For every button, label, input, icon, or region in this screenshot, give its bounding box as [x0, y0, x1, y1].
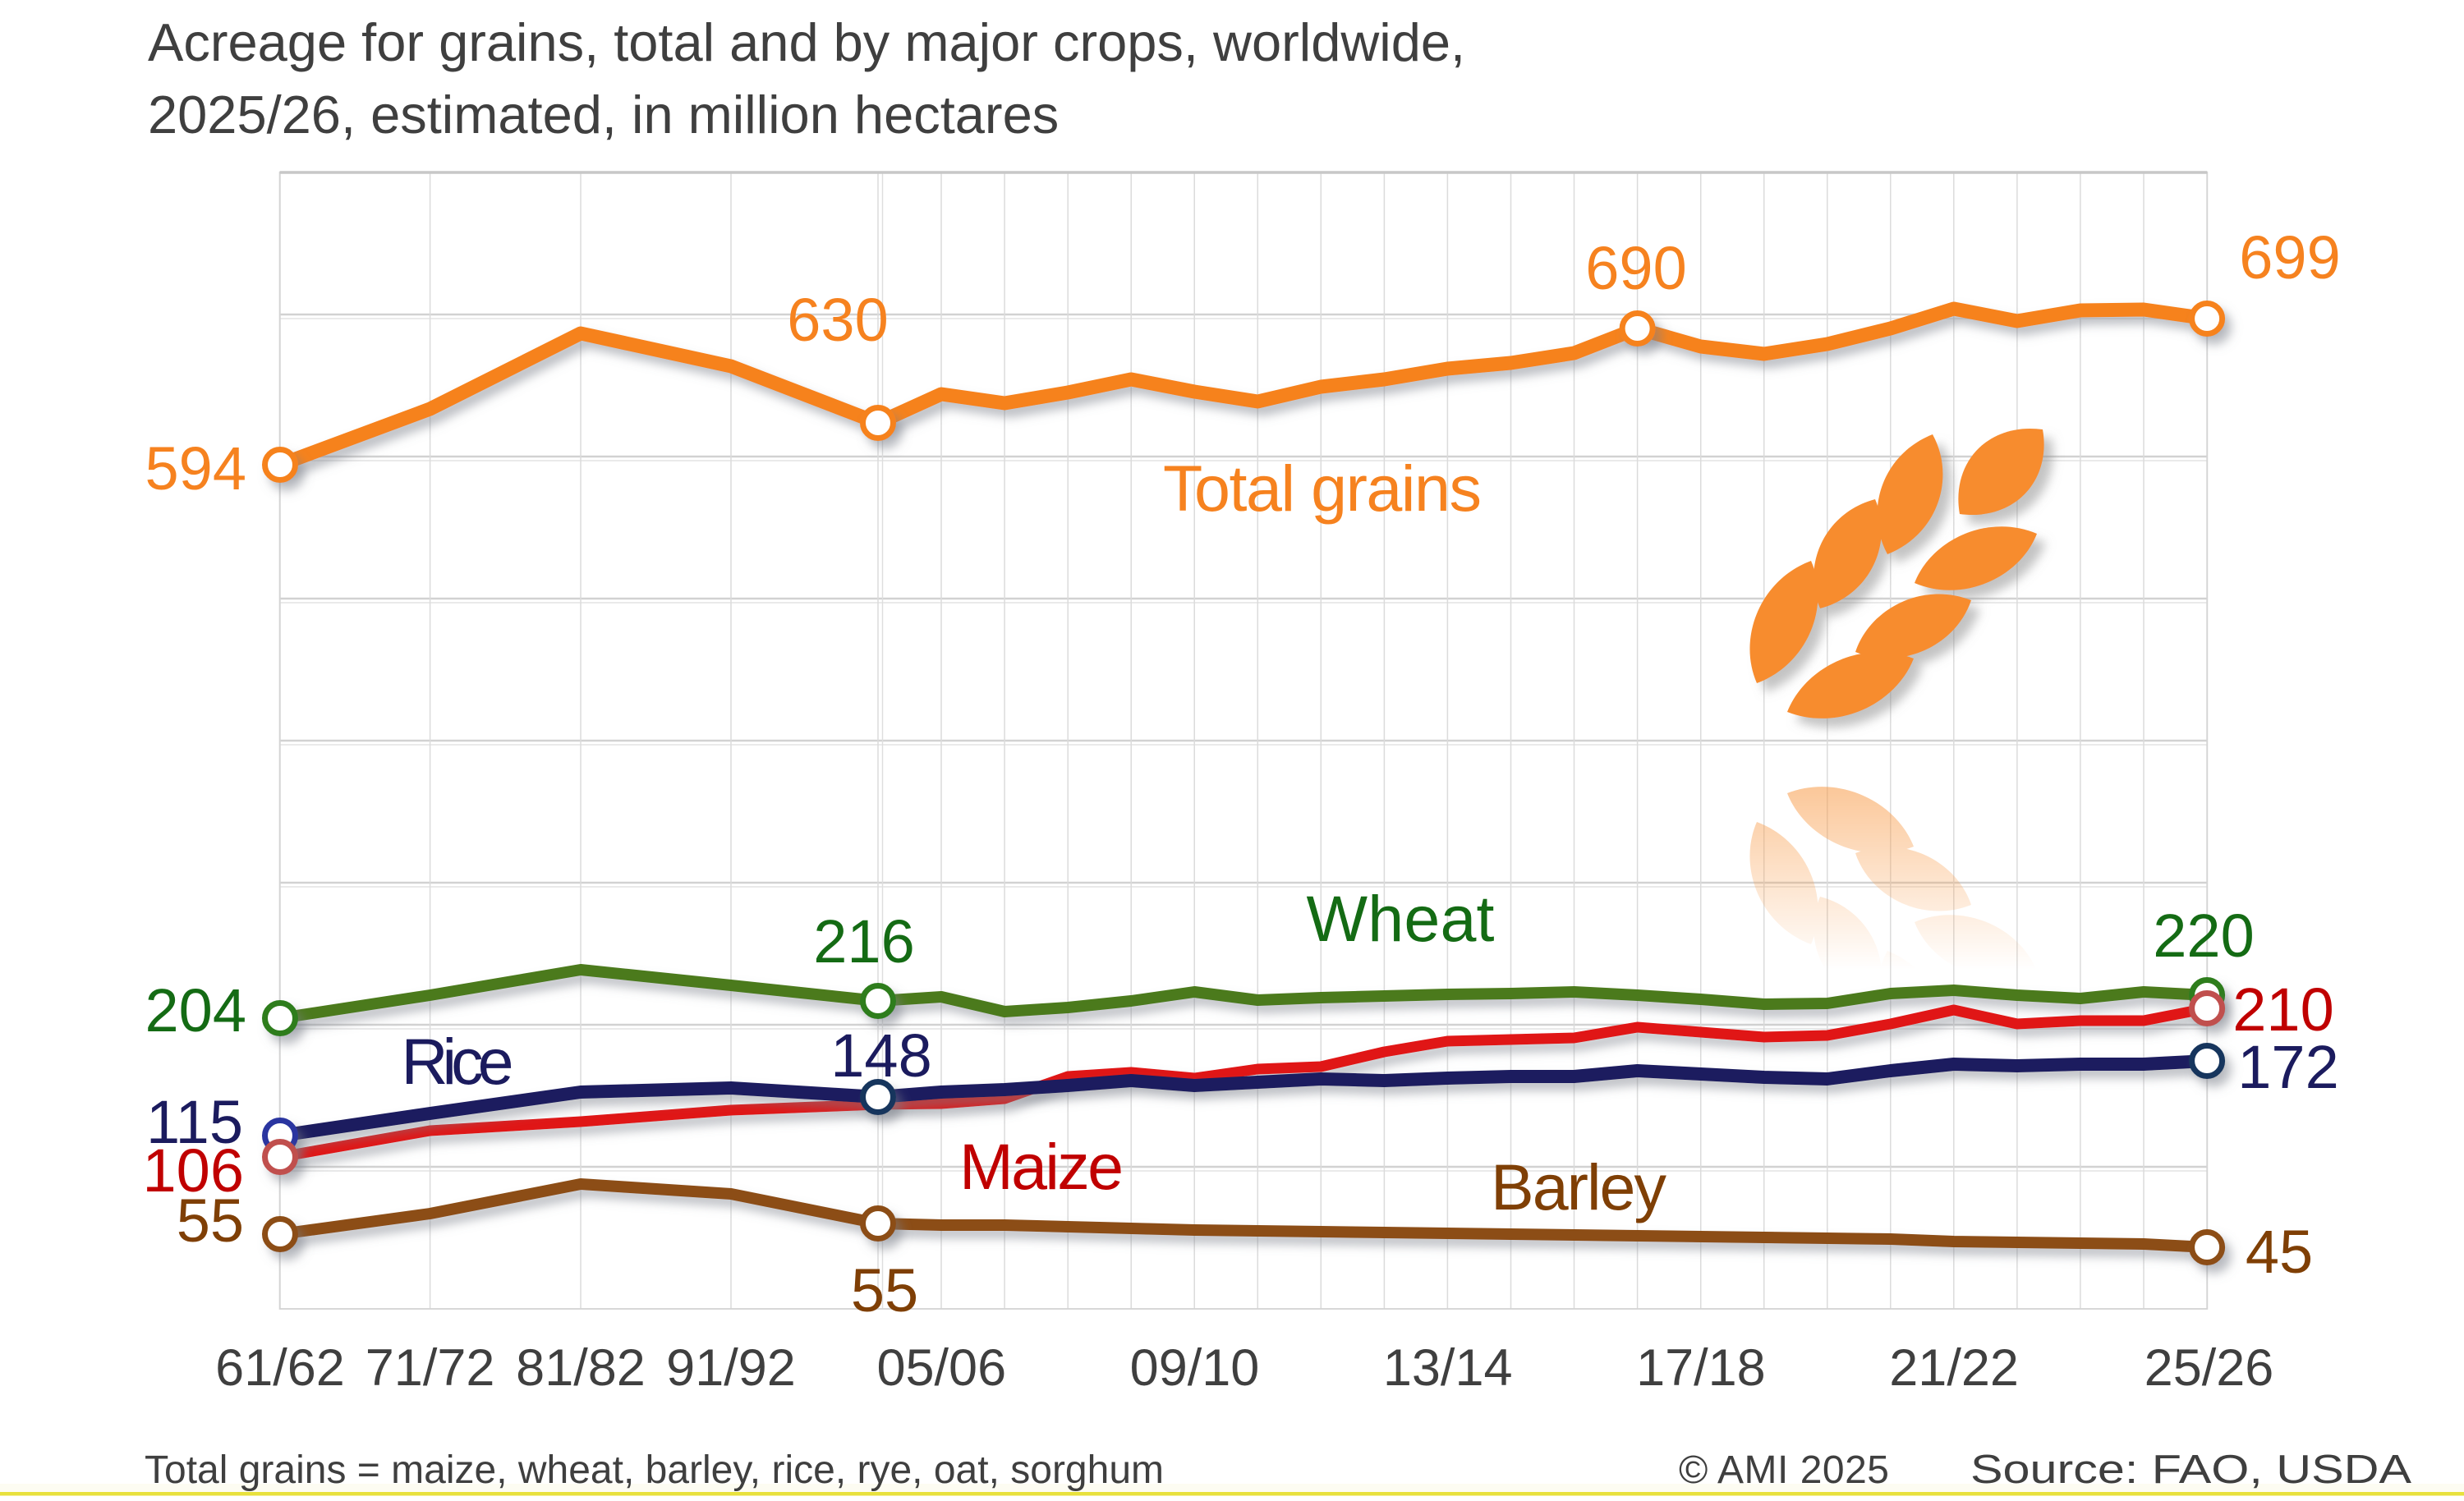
svg-text:09/10: 09/10: [1130, 1339, 1260, 1397]
svg-text:2025/26, estimated, in million: 2025/26, estimated, in million hectares: [148, 85, 1059, 145]
svg-text:148: 148: [830, 1021, 931, 1090]
svg-text:Wheat: Wheat: [1307, 882, 1495, 955]
svg-text:13/14: 13/14: [1383, 1339, 1513, 1397]
svg-text:21/22: 21/22: [1889, 1339, 2019, 1397]
svg-text:Source: FAO, USDA: Source: FAO, USDA: [1970, 1448, 2411, 1492]
svg-text:630: 630: [787, 286, 888, 354]
svg-text:61/62: 61/62: [215, 1339, 345, 1397]
svg-text:699: 699: [2239, 223, 2340, 291]
svg-text:Barley: Barley: [1491, 1150, 1667, 1223]
svg-text:Total grains = maize, wheat, b: Total grains = maize, wheat, barley, ric…: [145, 1448, 1164, 1492]
svg-text:594: 594: [145, 434, 246, 503]
svg-text:91/92: 91/92: [666, 1339, 796, 1397]
svg-text:55: 55: [177, 1187, 244, 1255]
svg-text:25/26: 25/26: [2145, 1339, 2274, 1397]
svg-text:81/82: 81/82: [516, 1339, 646, 1397]
svg-text:Total grains: Total grains: [1163, 452, 1482, 525]
svg-text:115: 115: [146, 1088, 243, 1156]
svg-text:Maize: Maize: [959, 1130, 1124, 1203]
svg-text:216: 216: [813, 907, 914, 975]
svg-text:05/06: 05/06: [876, 1339, 1006, 1397]
svg-text:45: 45: [2246, 1218, 2313, 1286]
svg-text:71/72: 71/72: [365, 1339, 495, 1397]
svg-text:106: 106: [143, 1136, 244, 1205]
svg-text:220: 220: [2153, 902, 2254, 970]
svg-text:55: 55: [851, 1256, 918, 1324]
svg-text:© AMI 2025: © AMI 2025: [1679, 1448, 1889, 1492]
svg-text:204: 204: [145, 976, 246, 1044]
svg-text:690: 690: [1585, 234, 1686, 302]
svg-text:Acreage for grains, total and: Acreage for grains, total and by major c…: [148, 12, 1465, 72]
svg-text:210: 210: [2232, 975, 2333, 1044]
svg-text:17/18: 17/18: [1636, 1339, 1766, 1397]
svg-text:172: 172: [2237, 1033, 2338, 1101]
svg-text:Rice: Rice: [402, 1025, 514, 1098]
